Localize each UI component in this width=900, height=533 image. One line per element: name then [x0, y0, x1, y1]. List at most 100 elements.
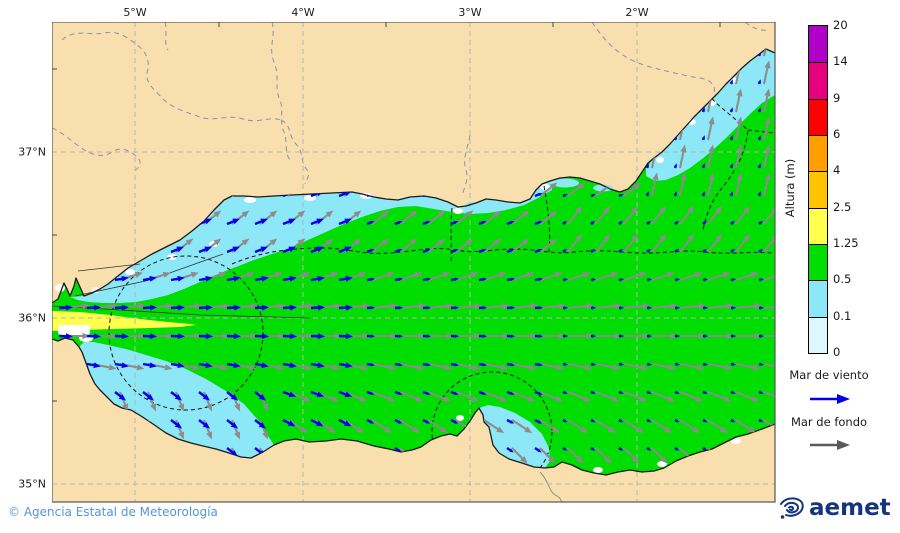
wind-sea-arrow	[729, 79, 733, 85]
swell-arrow	[680, 332, 706, 340]
swell-arrow	[651, 302, 678, 310]
swell-arrow	[539, 182, 558, 197]
wind-sea-arrow	[673, 191, 677, 197]
wind-sea-arrow	[674, 220, 679, 225]
swell-arrow	[624, 332, 650, 340]
wind-sea-arrow	[506, 306, 515, 310]
wind-sea-arrow	[170, 419, 183, 429]
swell-arrow	[623, 391, 648, 402]
swell-arrow	[483, 238, 502, 253]
colorbar-segment	[808, 25, 828, 64]
wind-sea-arrow	[562, 194, 568, 198]
swell-arrow	[427, 238, 446, 253]
swell-arrow	[623, 362, 649, 371]
wind-sea-arrow	[729, 135, 733, 141]
swell-arrow	[679, 233, 695, 253]
wind-sea-arrow	[646, 447, 652, 451]
colorbar-title: Altura (m)	[783, 158, 797, 218]
wind-sea-arrow	[254, 246, 268, 254]
swell-arrow	[483, 362, 509, 371]
wind-sea-legend-label: Mar de viento	[789, 368, 869, 382]
wind-sea-arrow	[142, 275, 157, 282]
swell-arrow	[679, 302, 706, 310]
swell-arrow	[679, 205, 695, 225]
swell-arrow	[567, 447, 584, 464]
wind-sea-arrow	[618, 194, 624, 198]
wind-sea-arrow	[226, 333, 241, 340]
wind-sea-arrow	[534, 248, 543, 254]
swell-arrow	[427, 419, 449, 434]
swell-arrow	[735, 302, 762, 310]
wind-sea-arrow	[674, 334, 680, 338]
axis-minor-ticks	[52, 22, 721, 402]
swell-arrow	[651, 271, 675, 281]
wind-sea-arrow	[282, 418, 296, 427]
swell-arrow	[707, 391, 732, 402]
wind-sea-arrow	[730, 334, 736, 338]
swell-arrow	[567, 233, 583, 253]
wind-sea-arrow	[730, 390, 736, 394]
wind-sea-arrow	[366, 248, 375, 254]
wind-sea-arrow	[757, 135, 761, 141]
swell-arrow	[651, 419, 673, 434]
colorbar-segment	[808, 315, 828, 354]
wind-sea-arrow	[534, 306, 543, 310]
swell-arrow	[595, 271, 619, 281]
swell-arrow	[707, 205, 723, 225]
wind-sea-arrow	[394, 306, 403, 310]
swell-arrow	[763, 273, 775, 281]
swell-arrow	[371, 238, 390, 253]
wind-sea-arrow	[198, 362, 213, 369]
wind-sea-arrow	[478, 220, 487, 226]
wind-sea-arrow	[338, 218, 352, 226]
wind-sea-arrow	[757, 163, 761, 169]
wind-sea-arrow	[478, 390, 487, 395]
swell-arrow	[455, 210, 474, 225]
wind-sea-arrow	[758, 220, 763, 225]
wind-sea-arrow	[534, 277, 543, 282]
aemet-logo-text: aemet	[809, 495, 891, 521]
swell-arrow	[540, 332, 566, 340]
wind-sea-arrow	[562, 447, 568, 451]
swell-arrow	[596, 332, 622, 340]
wind-sea-arrow	[450, 390, 459, 395]
swell-arrow	[371, 271, 395, 281]
wind-sea-arrow	[618, 362, 624, 366]
wind-sea-arrow	[450, 220, 459, 226]
colorbar-tick-label: 6	[833, 127, 841, 141]
wind-sea-arrow	[590, 248, 595, 253]
swell-arrow	[679, 271, 703, 281]
swell-arrow	[539, 210, 558, 225]
swell-arrow	[735, 233, 751, 253]
swell-arrow	[595, 447, 612, 464]
wind-sea-arrow	[534, 390, 543, 395]
swell-arrow	[399, 302, 426, 310]
wind-sea-arrow	[562, 306, 568, 310]
swell-arrow	[735, 391, 760, 402]
colorbar-segment	[808, 243, 828, 282]
swell-arrow	[539, 447, 556, 464]
wind-sea-arrow	[254, 333, 269, 340]
swell-arrow	[735, 271, 759, 281]
swell-arrow	[764, 334, 775, 338]
swell-arrow	[567, 205, 583, 225]
wind-sea-arrow	[114, 275, 129, 282]
axis-label-longitude: 5°W	[123, 6, 147, 19]
wind-sea-arrow	[702, 220, 707, 225]
swell-arrow	[539, 391, 564, 402]
wind-sea-arrow	[226, 218, 240, 226]
wind-sea-arrow	[702, 334, 708, 338]
swell-arrow	[539, 271, 563, 281]
swell-arrow	[707, 419, 729, 434]
wind-sea-arrow	[58, 333, 73, 340]
wind-sea-arrow	[534, 220, 543, 226]
wind-sea-arrow	[450, 306, 459, 310]
wind-sea-arrow	[422, 220, 431, 226]
wind-sea-arrow	[646, 306, 652, 310]
wind-sea-arrow	[758, 418, 764, 423]
wind-sea-arrow	[478, 362, 487, 367]
wind-sea-arrow	[310, 418, 324, 427]
wind-sea-arrow	[758, 362, 764, 366]
wind-sea-arrow	[757, 79, 761, 85]
wind-sea-arrow	[646, 390, 652, 394]
